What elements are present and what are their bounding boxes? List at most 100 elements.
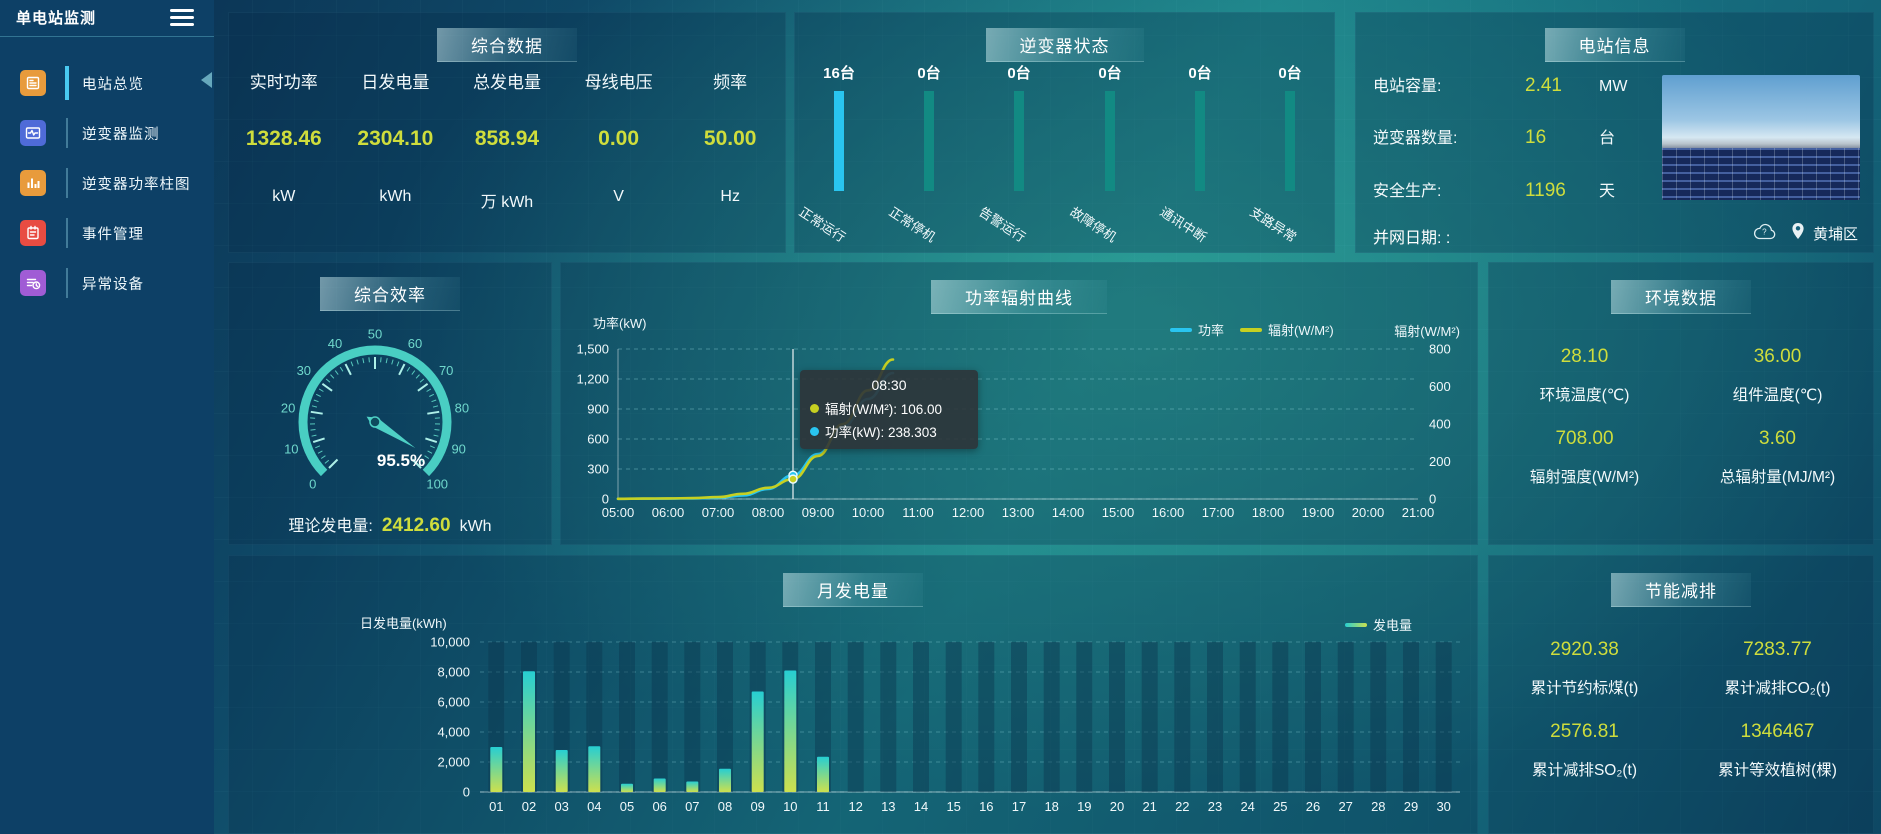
legend-item[interactable]: 发电量 <box>1344 615 1412 634</box>
svg-text:06:00: 06:00 <box>652 505 685 520</box>
svg-text:04: 04 <box>587 799 601 814</box>
svg-text:14:00: 14:00 <box>1052 505 1085 520</box>
inverter-status-label: 故障停机 <box>1067 204 1120 245</box>
panel-inverter-status: 逆变器状态 16台 正常运行 0台 正常停机 0台 告警运行 0台 故障停机 0… <box>794 12 1335 253</box>
sidebar-item-4[interactable]: 异常设备 <box>0 258 214 308</box>
theory-energy-label: 理论发电量: <box>288 518 373 535</box>
svg-text:6,000: 6,000 <box>437 695 470 710</box>
efficiency-gauge[interactable]: 0 10 20 30 40 50 60 70 80 90 100 95.5% <box>228 262 552 545</box>
svg-text:1,500: 1,500 <box>576 342 609 357</box>
svg-text:30: 30 <box>297 363 311 378</box>
panel-summary-title: 综合数据 <box>437 28 577 62</box>
station-info-unit: 台 <box>1599 130 1616 147</box>
menu-item-divider <box>65 66 69 100</box>
grid-date-label: 并网日期: : <box>1373 230 1451 247</box>
inverter-status-bar <box>1014 91 1024 191</box>
station-info-value: 16 <box>1525 127 1547 148</box>
sidebar-menu: 电站总览 逆变器监测 逆变器功率柱图 事件管理 异常设备 <box>0 58 214 308</box>
svg-text:15: 15 <box>946 799 960 814</box>
station-info-label: 逆变器数量: <box>1373 130 1458 147</box>
abnormal-devices-icon <box>20 270 46 296</box>
sidebar-item-0[interactable]: 电站总览 <box>0 58 214 108</box>
summary-metric-unit: kW <box>272 188 296 205</box>
panel-environment: 环境数据 28.10 环境温度(℃) 36.00 组件温度(℃) 708.00 … <box>1488 262 1874 545</box>
legend-item[interactable]: 功率 <box>1170 320 1224 339</box>
svg-text:18:00: 18:00 <box>1252 505 1285 520</box>
legend-dash-icon <box>1240 327 1263 332</box>
metric-label: 总辐射量(MJ/M²) <box>1719 469 1836 486</box>
bar-chart-legend: 发电量 <box>1344 615 1412 634</box>
station-overview-icon <box>20 70 46 96</box>
inverter-status-bars[interactable]: 16台 正常运行 0台 正常停机 0台 告警运行 0台 故障停机 0台 通讯中断… <box>794 12 1335 253</box>
svg-text:13:00: 13:00 <box>1002 505 1035 520</box>
weather-cloud-icon: ? <box>1753 223 1777 245</box>
menu-toggle-icon[interactable] <box>170 9 194 27</box>
summary-metric-value: 1328.46 <box>245 127 322 150</box>
station-info-value: 1196 <box>1525 180 1566 201</box>
legend-item[interactable]: 辐射(W/M²) <box>1240 320 1334 339</box>
svg-text:10: 10 <box>284 442 298 457</box>
summary-metric: 日发电量 2304.10 kWh <box>340 68 452 253</box>
svg-text:28: 28 <box>1371 799 1385 814</box>
collapse-panel-arrow-icon[interactable] <box>201 72 212 88</box>
station-info-label: 电站容量: <box>1373 78 1442 95</box>
summary-metric-unit: V <box>613 188 624 205</box>
svg-text:11: 11 <box>816 799 830 814</box>
svg-text:0: 0 <box>463 785 470 800</box>
metric-cell: 2576.81 累计减排SO₂(t) <box>1488 721 1681 797</box>
metric-value: 3.60 <box>1759 428 1796 449</box>
metric-cell: 708.00 辐射强度(W/M²) <box>1488 428 1681 504</box>
svg-text:26: 26 <box>1306 799 1320 814</box>
metric-value: 28.10 <box>1560 346 1609 367</box>
menu-item-divider <box>66 168 68 198</box>
svg-text:30: 30 <box>1436 799 1450 814</box>
power-radiation-chart[interactable]: 1,500 800 1,200 600 900 400 600 200 300 0 0 05:00 06… <box>560 262 1478 545</box>
sidebar-item-label: 电站总览 <box>82 76 144 93</box>
sidebar-item-1[interactable]: 逆变器监测 <box>0 108 214 158</box>
panel-energy-saving: 节能减排 2920.38 累计节约标煤(t) 7283.77 累计减排CO₂(t… <box>1488 555 1874 834</box>
svg-text:100: 100 <box>426 477 448 492</box>
inverter-status-count: 0台 <box>1098 65 1122 82</box>
inverter-status-count: 0台 <box>1278 65 1302 82</box>
station-info-unit: 天 <box>1599 183 1616 200</box>
sidebar-item-label: 逆变器监测 <box>82 126 160 143</box>
station-info-value: 2.41 <box>1525 75 1562 96</box>
sidebar-header: 单电站监测 <box>0 0 214 37</box>
metric-cell: 1346467 累计等效植树(棵) <box>1681 721 1874 797</box>
inverter-status-label: 正常停机 <box>886 204 939 245</box>
svg-text:0: 0 <box>602 492 609 507</box>
svg-text:200: 200 <box>1429 454 1451 469</box>
metric-label: 环境温度(℃) <box>1539 387 1630 404</box>
svg-text:10:00: 10:00 <box>852 505 885 520</box>
sidebar-item-2[interactable]: 逆变器功率柱图 <box>0 158 214 208</box>
svg-text:10,000: 10,000 <box>430 635 470 650</box>
sidebar: 单电站监测 电站总览 逆变器监测 逆变器功率柱图 事件管理 异常设备 <box>0 0 214 834</box>
menu-item-divider <box>66 268 68 298</box>
inverter-status-count: 0台 <box>1007 65 1031 82</box>
svg-text:900: 900 <box>587 402 609 417</box>
svg-text:50: 50 <box>368 327 382 342</box>
sidebar-item-3[interactable]: 事件管理 <box>0 208 214 258</box>
svg-text:17: 17 <box>1012 799 1026 814</box>
svg-text:600: 600 <box>1429 379 1451 394</box>
svg-text:24: 24 <box>1240 799 1254 814</box>
panel-summary: 综合数据 实时功率 1328.46 kW 日发电量 2304.10 kWh 总发… <box>228 12 786 253</box>
event-management-icon <box>20 220 46 246</box>
svg-text:21: 21 <box>1142 799 1156 814</box>
summary-metric: 实时功率 1328.46 kW <box>228 68 340 253</box>
theory-energy-row: 理论发电量: 2412.60 kWh <box>228 512 552 537</box>
tooltip-time: 08:30 <box>871 377 907 393</box>
location-row: ? 黄埔区 <box>1753 222 1858 245</box>
metric-cell: 2920.38 累计节约标煤(t) <box>1488 639 1681 715</box>
summary-metrics: 实时功率 1328.46 kW 日发电量 2304.10 kWh 总发电量 85… <box>228 12 786 253</box>
metric-value: 36.00 <box>1753 346 1802 367</box>
monthly-energy-chart[interactable]: 10,000 8,000 6,000 4,000 2,000 0 01 02 03 04 05 06 0… <box>228 555 1478 834</box>
svg-text:20: 20 <box>281 401 295 416</box>
svg-text:800: 800 <box>1429 342 1451 357</box>
metric-label: 累计减排SO₂(t) <box>1531 762 1638 779</box>
svg-text:19:00: 19:00 <box>1302 505 1335 520</box>
inverter-status-label: 告警运行 <box>976 204 1029 245</box>
panel-efficiency: 综合效率 0 10 20 30 40 50 60 70 80 90 100 95.5% 理论发电量: … <box>228 262 552 545</box>
svg-text:16:00: 16:00 <box>1152 505 1185 520</box>
